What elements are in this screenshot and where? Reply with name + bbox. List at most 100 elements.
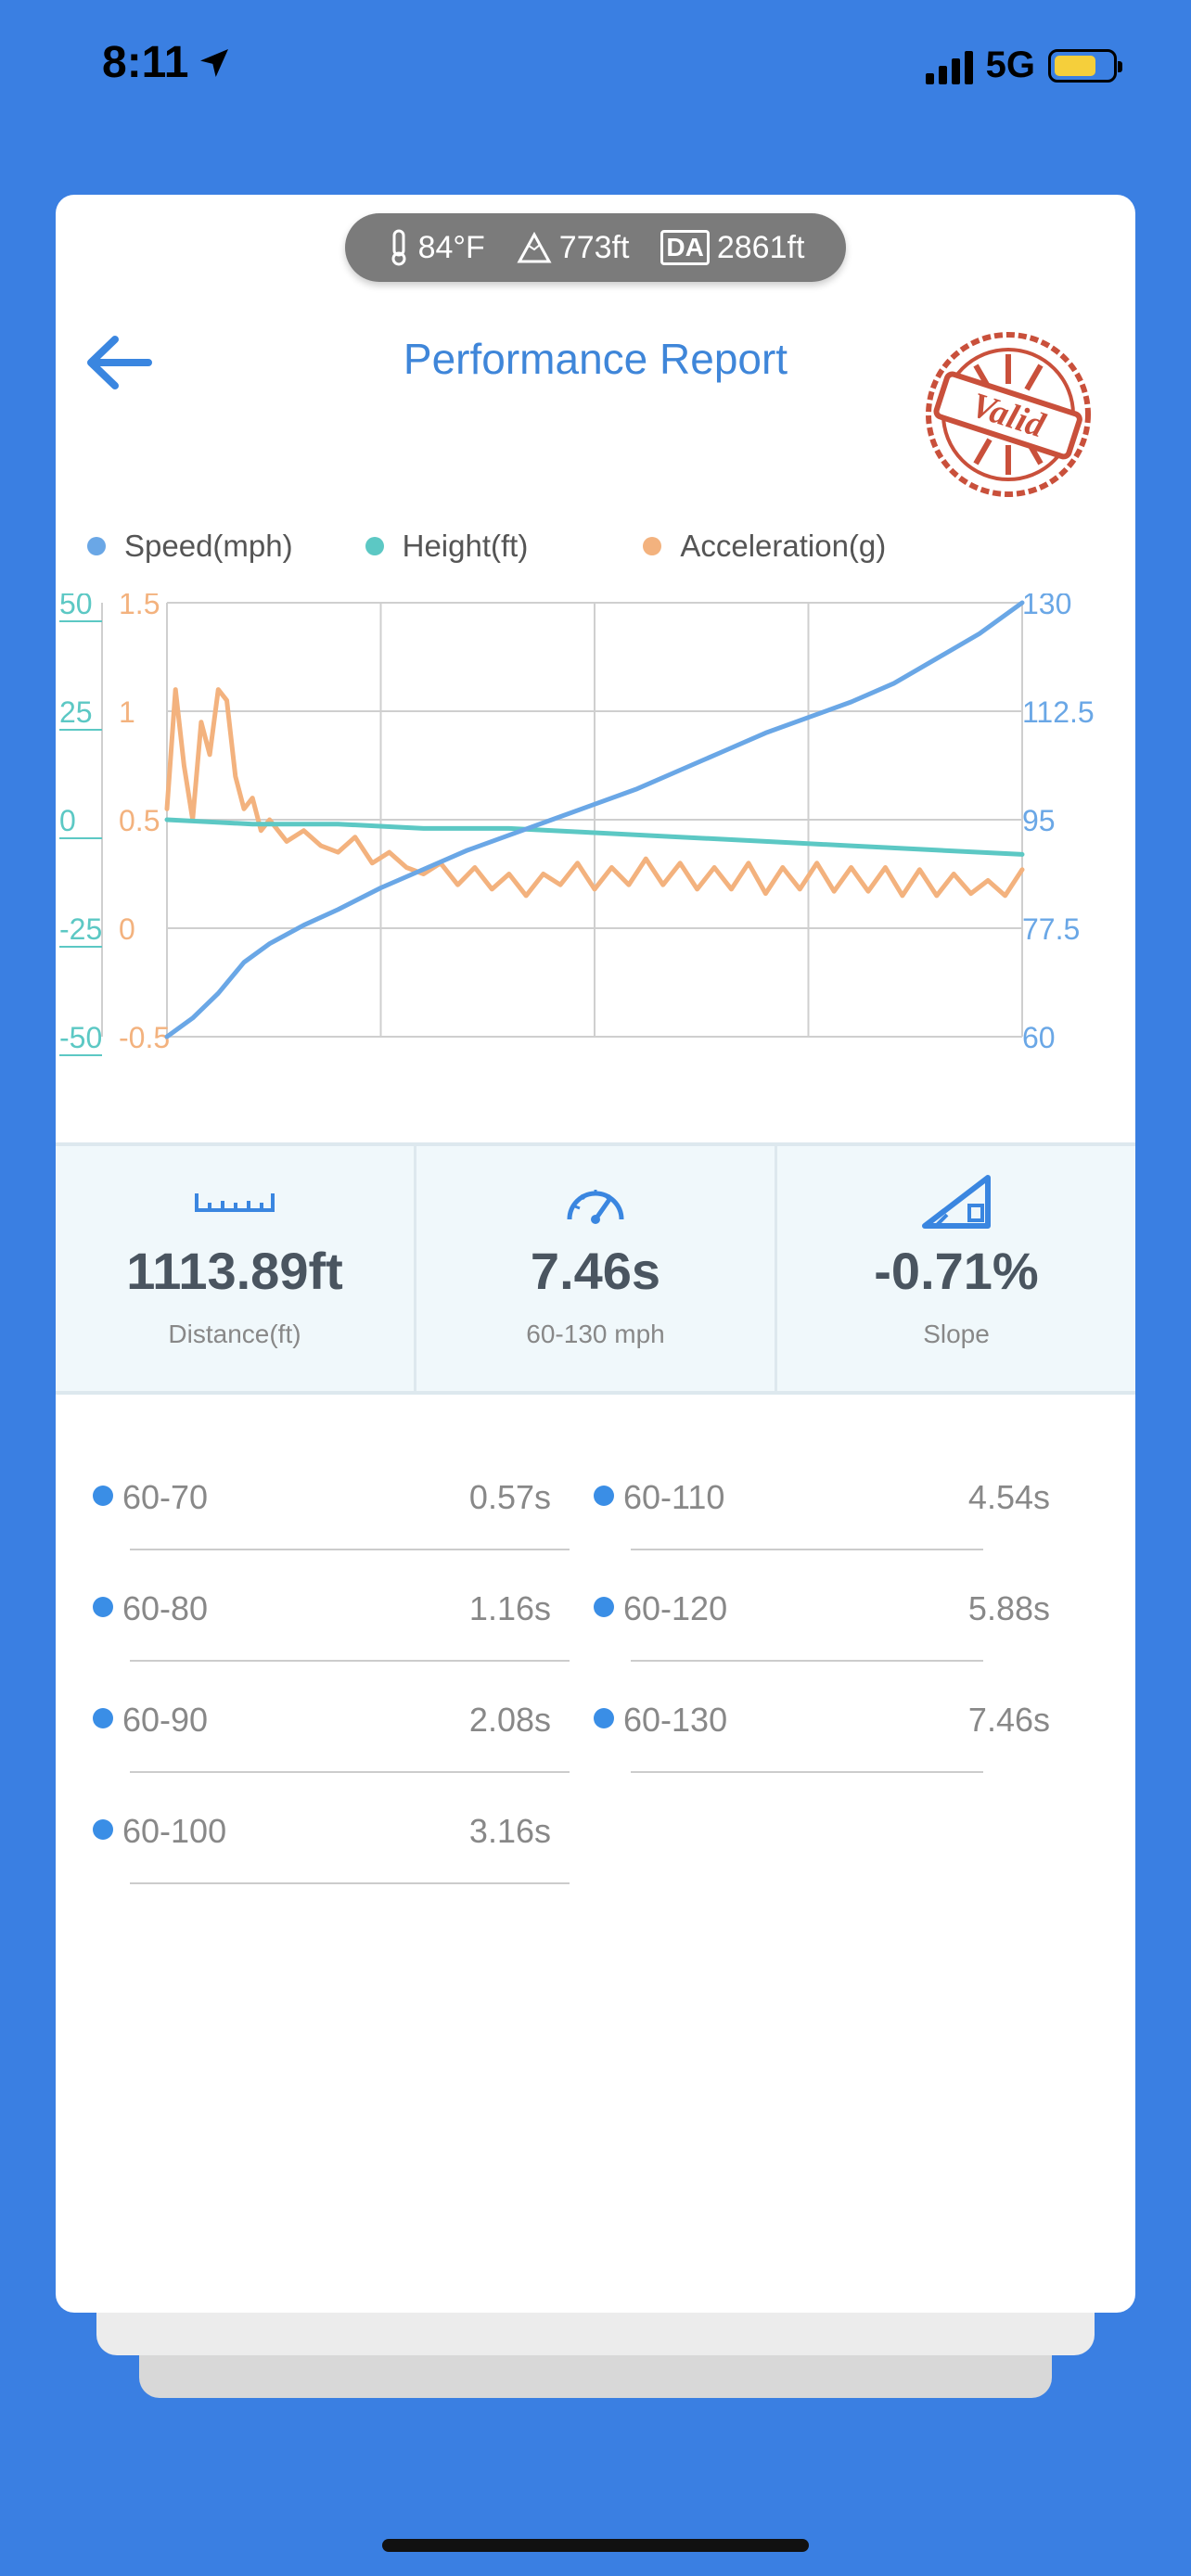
elevation: 773ft <box>517 229 630 266</box>
location-arrow-icon <box>200 48 229 77</box>
legend-label-height: Height(ft) <box>402 529 529 563</box>
split-time: 3.16s <box>468 1812 551 1850</box>
performance-chart: 50 25 0 -25 -50 1.5 1 0.5 0 -0.5 130 112.5 95 77.5 60 <box>59 593 1095 1056</box>
stat-distance: 1113.89ft Distance(ft) <box>56 1146 414 1391</box>
split-time: 7.46s <box>967 1701 1050 1739</box>
acceleration-tick-label: 1 <box>119 695 135 729</box>
chart-legend: Speed(mph) Height(ft) Acceleration(g) <box>87 529 886 564</box>
speed-tick-label: 130 <box>1022 593 1071 620</box>
slope-label: Slope <box>923 1320 990 1348</box>
split-label: 60-110 <box>623 1478 725 1516</box>
density-altitude: DA 2861ft <box>660 230 804 266</box>
acceleration-tick-label: -0.5 <box>119 1021 170 1054</box>
split-row: 60-90 2.08s <box>93 1660 570 1773</box>
split-label: 60-70 <box>122 1478 209 1516</box>
split-time: 4.54s <box>967 1478 1050 1516</box>
split-divider <box>130 1882 570 1884</box>
ruler-icon <box>195 1193 275 1212</box>
legend-speed: Speed(mph) <box>87 529 293 564</box>
speed-tick-label: 112.5 <box>1022 695 1095 729</box>
height-tick-label: -50 <box>59 1021 102 1054</box>
split-row: 60-80 1.16s <box>93 1549 570 1662</box>
clock: 8:11 <box>102 38 189 87</box>
status-time: 8:11 <box>102 37 233 88</box>
slope-value: -0.71% <box>874 1242 1039 1300</box>
split-divider <box>631 1771 983 1773</box>
acceleration-tick-label: 0.5 <box>119 804 160 837</box>
elevation-value: 773ft <box>558 229 630 265</box>
legend-label-acceleration: Acceleration(g) <box>680 529 887 563</box>
slope-icon <box>922 1175 991 1229</box>
split-dot <box>594 1708 614 1728</box>
temperature-value: 84°F <box>417 229 485 265</box>
split-dot <box>594 1486 614 1506</box>
split-dot <box>93 1486 113 1506</box>
legend-height: Height(ft) <box>365 529 529 564</box>
back-button[interactable] <box>82 330 156 395</box>
status-indicators: 5G <box>925 45 1122 86</box>
split-label: 60-130 <box>623 1701 728 1739</box>
legend-acceleration: Acceleration(g) <box>643 529 886 564</box>
split-divider <box>130 1549 570 1550</box>
split-row: 60-100 3.16s <box>93 1771 570 1884</box>
series-line-acceleration-g <box>164 687 1025 899</box>
series-line-height-ft <box>164 817 1025 857</box>
battery-icon <box>1048 48 1122 83</box>
da-badge: DA <box>660 230 710 265</box>
speed-tick-label: 95 <box>1022 804 1056 837</box>
page-title: Performance Report <box>403 335 788 383</box>
split-divider <box>631 1660 983 1662</box>
legend-dot-height <box>365 537 384 555</box>
mountain-icon <box>517 231 552 263</box>
split-dot <box>594 1597 614 1617</box>
acceleration-tick-label: 0 <box>119 912 135 946</box>
split-divider <box>631 1549 983 1550</box>
split-divider <box>130 1660 570 1662</box>
stat-slope: -0.71% Slope <box>775 1146 1135 1391</box>
split-dot <box>93 1597 113 1617</box>
conditions-pill: 84°F 773ft DA 2861ft <box>345 213 846 282</box>
split-time: 2.08s <box>468 1701 551 1739</box>
temperature: 84°F <box>387 229 485 266</box>
split-row: 60-70 0.57s <box>93 1437 570 1550</box>
distance-value: 1113.89ft <box>126 1242 343 1300</box>
height-tick-label: 25 <box>59 695 93 729</box>
stat-time: 7.46s 60-130 mph <box>414 1146 775 1391</box>
legend-label-speed: Speed(mph) <box>124 529 293 563</box>
distance-label: Distance(ft) <box>168 1320 301 1348</box>
series-line-speed-mph <box>164 600 1025 1039</box>
time-value: 7.46s <box>530 1242 661 1300</box>
speedometer-icon <box>567 1190 624 1224</box>
stats-panel: 1113.89ft Distance(ft) 7.46s 60-130 mph … <box>56 1142 1135 1395</box>
speed-tick-label: 77.5 <box>1022 912 1080 946</box>
arrow-left-icon <box>87 336 152 389</box>
legend-dot-acceleration <box>643 537 662 555</box>
thermometer-icon <box>391 229 406 266</box>
split-dot <box>93 1708 113 1728</box>
split-time: 1.16s <box>468 1589 551 1627</box>
valid-stamp: Valid <box>926 332 1091 497</box>
network-type: 5G <box>985 45 1035 85</box>
split-label: 60-80 <box>122 1589 209 1627</box>
split-row: 60-130 7.46s <box>594 1660 1050 1773</box>
acceleration-tick-label: 1.5 <box>119 593 160 620</box>
speed-tick-label: 60 <box>1022 1021 1056 1054</box>
split-divider <box>130 1771 570 1773</box>
split-dot <box>93 1819 113 1840</box>
split-row: 60-120 5.88s <box>594 1549 1050 1662</box>
split-time: 5.88s <box>967 1589 1050 1627</box>
split-label: 60-90 <box>122 1701 209 1739</box>
report-card: 84°F 773ft DA 2861ft Performance Report … <box>56 195 1135 2313</box>
signal-icon <box>925 47 973 84</box>
split-row: 60-110 4.54s <box>594 1437 1050 1550</box>
split-label: 60-120 <box>623 1589 728 1627</box>
height-tick-label: 50 <box>59 593 93 620</box>
time-label: 60-130 mph <box>526 1320 665 1348</box>
density-altitude-value: 2861ft <box>716 229 805 265</box>
split-label: 60-100 <box>122 1812 227 1850</box>
height-tick-label: -25 <box>59 912 102 946</box>
split-time: 0.57s <box>468 1478 551 1516</box>
home-indicator[interactable] <box>382 2539 809 2552</box>
legend-dot-speed <box>87 537 106 555</box>
height-tick-label: 0 <box>59 804 76 837</box>
